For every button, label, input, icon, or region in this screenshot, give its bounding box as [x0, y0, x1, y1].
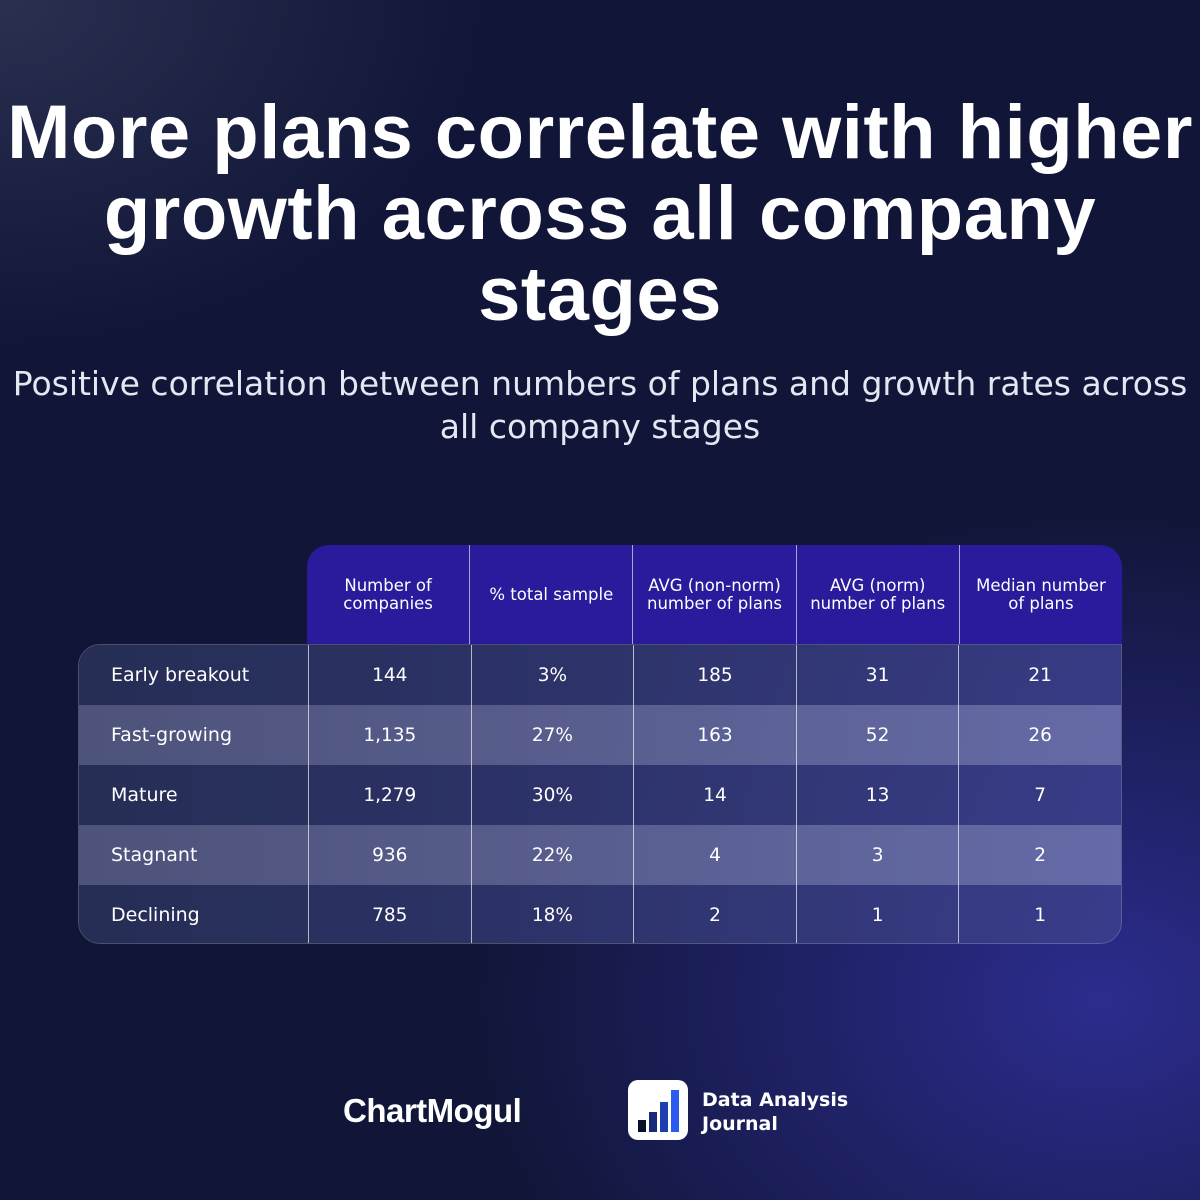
table-row: Declining 785 18% 2 1 1: [79, 885, 1121, 943]
table-cell: 52: [795, 705, 959, 765]
table-header: Number of companies% total sample AVG (no…: [307, 545, 1122, 644]
table-cell: 4: [633, 825, 796, 885]
table-cell: 3: [795, 825, 959, 885]
row-label: Stagnant: [111, 844, 198, 866]
bar-chart-icon: [628, 1080, 688, 1140]
table-cell: 1: [958, 885, 1121, 943]
column-header: AVG (norm) number of plans: [795, 545, 959, 644]
table-cell: 27%: [470, 705, 634, 765]
table-cell: 18%: [470, 885, 634, 943]
table-cell: 2: [633, 885, 796, 943]
row-label: Declining: [111, 904, 200, 926]
page-title: More plans correlate with higher growth …: [7, 90, 1193, 337]
table-cell: 936: [308, 825, 471, 885]
table-cell: 14: [633, 765, 796, 825]
table-cell: 144: [308, 645, 471, 705]
table-cell: 31: [795, 645, 959, 705]
partner-name: Data Analysis Journal: [702, 1089, 849, 1135]
table-cell: 7: [958, 765, 1121, 825]
chartmogul-logo: ChartMogul: [343, 1092, 522, 1129]
table-cell: 1: [795, 885, 959, 943]
table-row: Early breakout 144 3% 185 31 21: [79, 645, 1121, 705]
row-label: Fast-growing: [111, 724, 233, 746]
row-label: Early breakout: [111, 664, 250, 686]
column-header: Number of companies: [343, 575, 433, 613]
page-subtitle: Positive correlation between numbers of …: [12, 364, 1188, 446]
table-cell: 3%: [470, 645, 634, 705]
table-cell: 22%: [470, 825, 634, 885]
table-row: Fast-growing 1,135 27% 163 52 26: [79, 705, 1121, 765]
table-cell: 21: [958, 645, 1121, 705]
row-label: Mature: [111, 784, 178, 806]
table-cell: 13: [795, 765, 959, 825]
table-cell: 785: [308, 885, 471, 943]
column-header: AVG (non-norm) number of plans: [632, 545, 795, 644]
table-cell: 185: [633, 645, 796, 705]
data-table: Number of companies% total sample AVG (no…: [78, 545, 1122, 944]
footer: ChartMogul Data Analysis Journal: [0, 1080, 1200, 1142]
table-cell: 26: [958, 705, 1121, 765]
table-cell: 30%: [470, 765, 634, 825]
column-header: % total sample: [469, 545, 632, 644]
table-cell: 2: [958, 825, 1121, 885]
column-header: Median number of plans: [958, 545, 1122, 644]
table-body: Early breakout 144 3% 185 31 21 Fast-growing 1,…: [78, 644, 1122, 944]
table-row: Stagnant 936 22% 4 3 2: [79, 825, 1121, 885]
table-cell: 1,279: [308, 765, 471, 825]
table-cell: 163: [633, 705, 796, 765]
table-cell: 1,135: [308, 705, 471, 765]
table-row: Mature 1,279 30% 14 13 7: [79, 765, 1121, 825]
